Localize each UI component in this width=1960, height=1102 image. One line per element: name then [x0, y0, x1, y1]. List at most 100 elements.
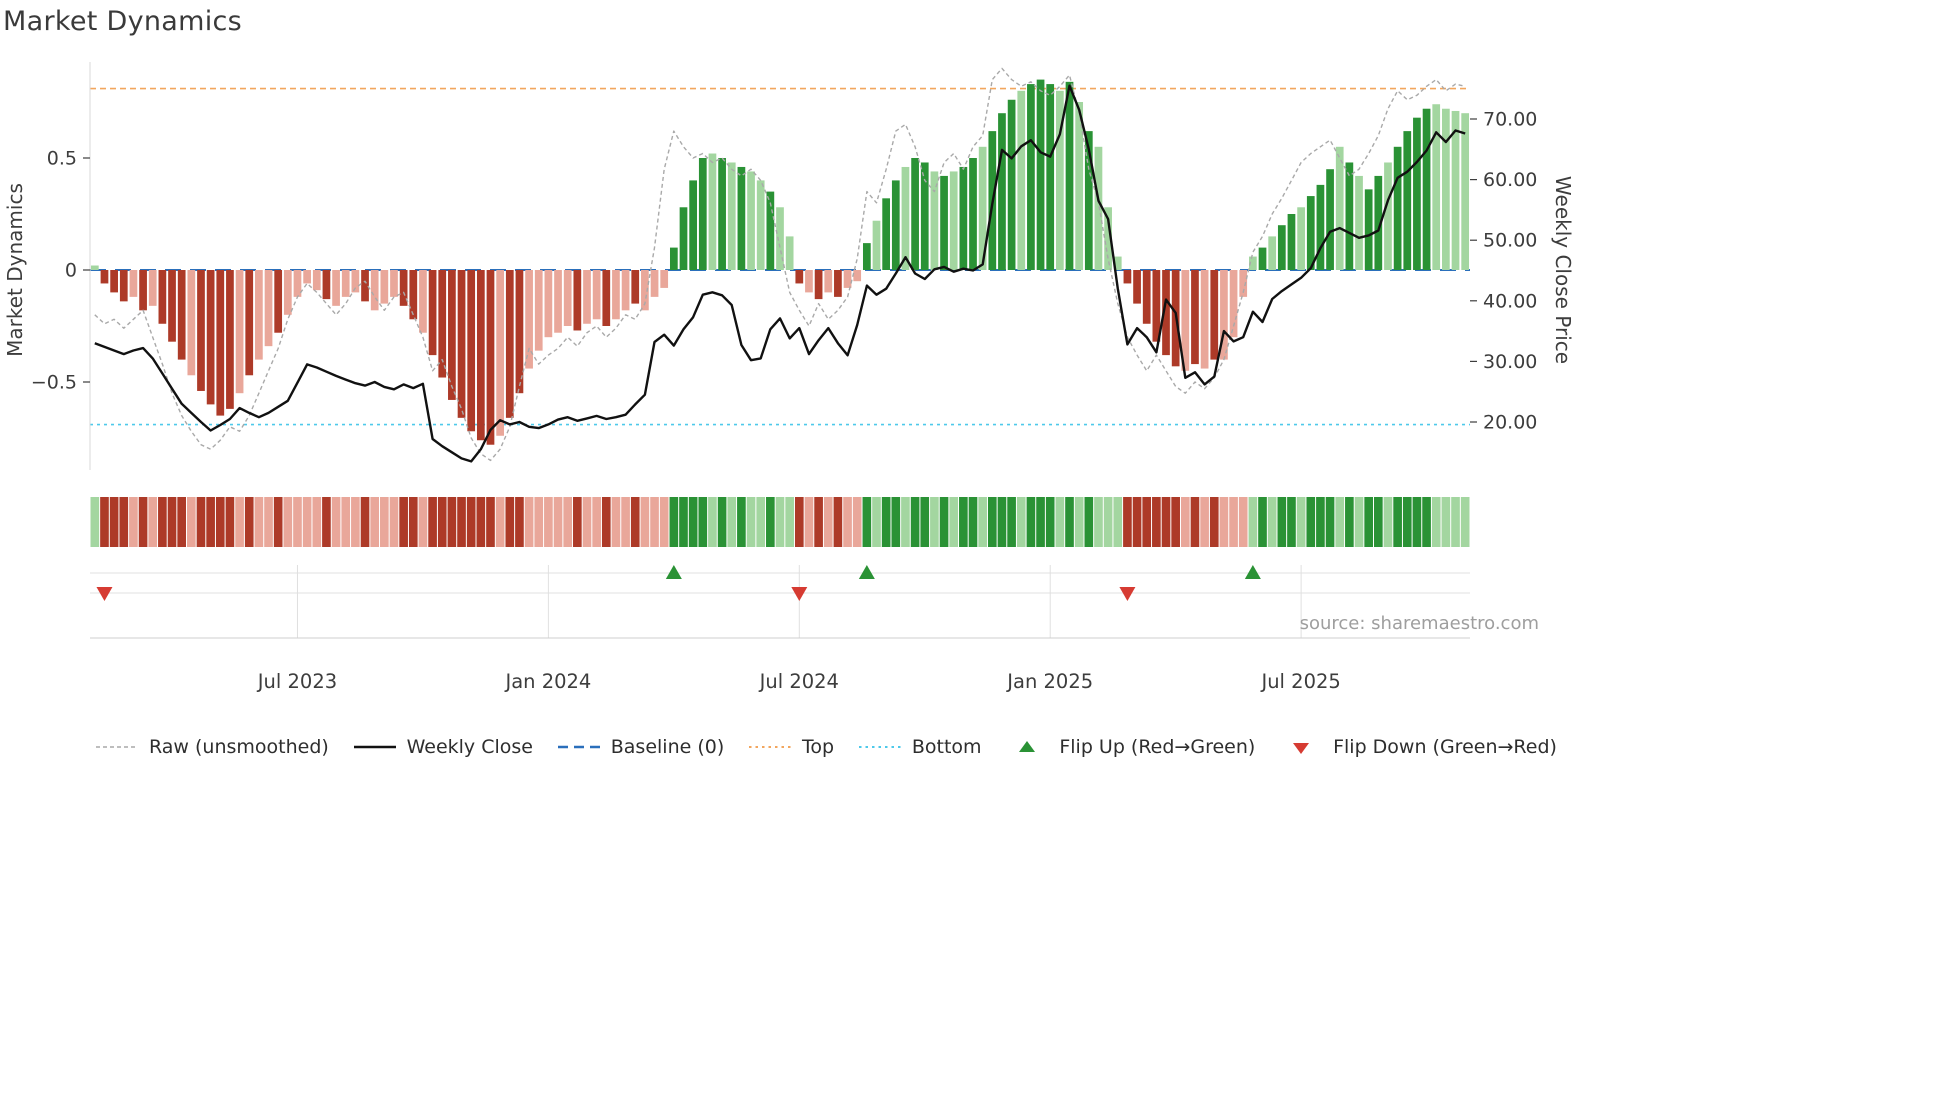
heatmap-cell: [515, 497, 524, 547]
heatmap-cell: [312, 497, 322, 547]
heatmap-cell: [737, 497, 746, 547]
bar: [1239, 270, 1248, 297]
bar: [1413, 117, 1421, 271]
heatmap-cell: [476, 497, 486, 547]
legend-label-flip-down-green-red: Flip Down (Green→Red): [1333, 736, 1557, 758]
heatmap-cell: [1180, 497, 1190, 547]
bar: [747, 171, 755, 270]
heatmap-cell: [592, 497, 601, 547]
heatmap-cell: [1402, 497, 1412, 547]
heatmap-cell: [930, 497, 939, 547]
heatmap-cell: [370, 497, 380, 547]
bar: [90, 265, 99, 270]
bar: [727, 162, 736, 270]
bar: [940, 175, 948, 270]
bar: [1403, 131, 1412, 270]
heatmap-cell: [823, 497, 833, 547]
bar: [283, 270, 292, 315]
heatmap-cell: [119, 497, 129, 547]
bar: [264, 270, 273, 347]
heatmap-cell: [167, 497, 177, 547]
heatmap-cell: [1267, 497, 1277, 547]
bar: [303, 270, 311, 284]
heatmap-cell: [881, 497, 891, 547]
bar: [409, 270, 418, 320]
heatmap-cell: [129, 497, 138, 547]
heatmap-cell: [524, 497, 534, 547]
bar: [814, 270, 823, 300]
bar: [1393, 146, 1402, 270]
heatmap-cell: [1383, 497, 1393, 547]
heatmap-cell: [1316, 497, 1325, 547]
bar: [158, 270, 167, 324]
x-axis: Jul 2023 Jan 2024 Jul 2024 Jan 2025 Jul 2025: [256, 670, 1341, 693]
bar: [776, 207, 784, 270]
heatmap-cell: [1393, 497, 1402, 547]
heatmap-cell: [804, 497, 814, 547]
heatmap-cell: [1171, 497, 1180, 547]
bar: [1152, 270, 1161, 342]
heatmap-cell: [814, 497, 823, 547]
bar: [911, 158, 919, 270]
heatmap-cell: [341, 497, 351, 547]
heatmap-cell: [611, 497, 621, 547]
heatmap-cell: [283, 497, 293, 547]
heatmap-cell: [1296, 497, 1306, 547]
legend-label-raw-unsmoothed: Raw (unsmoothed): [149, 736, 329, 758]
bar: [563, 270, 572, 326]
heatmap-cell: [1374, 497, 1383, 547]
tick-label: 60.00: [1483, 169, 1537, 191]
heatmap-cell: [1026, 497, 1036, 547]
x-tick-label: Jan 2025: [1005, 670, 1093, 693]
heatmap-cell: [1094, 497, 1103, 547]
heatmap-cell: [1441, 497, 1451, 547]
heatmap-cell: [408, 497, 418, 547]
heatmap-cell: [1132, 497, 1142, 547]
bar: [1191, 270, 1199, 365]
bar: [737, 166, 746, 270]
bar: [959, 166, 968, 270]
heatmap-cell: [833, 497, 843, 547]
bar: [1422, 108, 1431, 270]
heatmap-cell: [1364, 497, 1373, 547]
bar: [882, 198, 891, 270]
heatmap-cell: [1460, 497, 1470, 547]
heatmap-strip: [90, 497, 1470, 547]
bar: [1345, 162, 1354, 270]
heatmap-cell: [843, 497, 852, 547]
legend-label-weekly-close: Weekly Close: [406, 736, 533, 758]
x-tick-label: Jan 2024: [503, 670, 591, 693]
bar: [679, 207, 688, 270]
heatmap-cell: [1123, 497, 1132, 547]
heatmap-cell: [573, 497, 582, 547]
heatmap-cell: [794, 497, 804, 547]
heatmap-cell: [746, 497, 756, 547]
heatmap-cell: [978, 497, 987, 547]
heatmap-cell: [206, 497, 215, 547]
tick-label: 0: [65, 260, 77, 282]
bar: [235, 270, 244, 394]
bar: [1046, 84, 1055, 270]
bar: [920, 162, 929, 270]
heatmap-cell: [447, 497, 457, 547]
heatmap-cell: [302, 497, 312, 547]
heatmap-cell: [148, 497, 158, 547]
bar: [602, 270, 611, 326]
x-tick-label: Jul 2025: [1259, 670, 1340, 693]
heatmap-cell: [196, 497, 206, 547]
bar: [689, 180, 698, 270]
bar: [168, 270, 176, 342]
bar: [322, 270, 331, 300]
x-tick-label: Jul 2023: [256, 670, 337, 693]
heatmap-cell: [669, 497, 679, 547]
bar: [554, 270, 562, 333]
bar: [1056, 90, 1064, 270]
bar: [399, 270, 408, 306]
heatmap-cell: [1306, 497, 1316, 547]
heatmap-cell: [1354, 497, 1364, 547]
bar: [969, 158, 977, 270]
bar: [631, 270, 640, 304]
bar: [361, 270, 369, 302]
bar: [1432, 104, 1441, 271]
heatmap-cell: [1142, 497, 1152, 547]
